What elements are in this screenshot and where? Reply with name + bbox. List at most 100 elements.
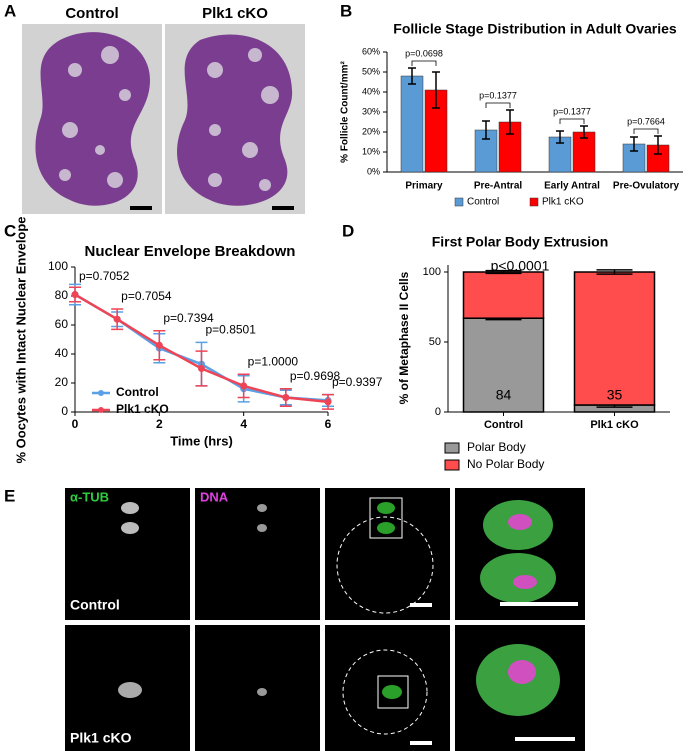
p-value: p=0.8501: [206, 323, 257, 337]
significance-bracket: [559, 118, 585, 124]
x-tick-label: 6: [325, 417, 332, 431]
micrograph: [195, 625, 320, 751]
y-tick-label: 0%: [367, 166, 380, 176]
x-tick-label: Primary: [405, 181, 443, 192]
legend-label: Plk1 cKO: [542, 197, 584, 208]
x-tick-label: 0: [72, 417, 79, 431]
y-tick-label: 80: [55, 288, 69, 302]
image-label: Control: [65, 5, 118, 22]
marker: [155, 341, 163, 349]
marker: [324, 398, 332, 406]
signal: [257, 524, 267, 532]
p-value: p=1.0000: [248, 354, 299, 368]
error-bar: [432, 71, 440, 109]
legend-label: Plk1 cKO: [116, 402, 169, 416]
p-value: p=0.7664: [627, 116, 665, 126]
error-bar: [485, 269, 522, 275]
follicles: [59, 46, 279, 191]
panel-label: A: [4, 1, 16, 20]
significance-bracket: [633, 128, 659, 134]
legend-marker: [98, 390, 104, 396]
y-tick-label: 60: [55, 317, 69, 331]
row-label: Plk1 cKO: [70, 730, 132, 746]
y-tick-label: 50: [429, 336, 441, 348]
marker: [71, 291, 79, 299]
error-bar: [408, 67, 416, 85]
p-value: p=0.7054: [121, 289, 172, 303]
legend-swatch: [444, 459, 460, 471]
scale-bar: [410, 603, 432, 607]
y-axis-title: % Oocytes with Intact Nuclear Envelope: [13, 216, 28, 463]
y-tick-label: 30%: [362, 106, 380, 116]
scale-bar: [515, 737, 575, 741]
p-value: p=0.1377: [479, 90, 517, 100]
chart-title: Nuclear Envelope Breakdown: [85, 243, 296, 260]
signal: [121, 502, 139, 514]
scale-bar: [130, 206, 152, 210]
error-bar: [596, 269, 633, 275]
bar-segment: [462, 317, 545, 413]
legend-swatch: [529, 197, 539, 207]
y-tick-label: 100: [48, 259, 68, 273]
signal: [513, 575, 537, 589]
x-tick-label: Pre-Antral: [474, 181, 523, 192]
error-bar: [506, 109, 514, 135]
x-tick-label: Pre-Ovulatory: [613, 181, 680, 192]
chart-subtitle: p<0.0001: [491, 258, 550, 274]
chart-title: First Polar Body Extrusion: [432, 234, 609, 250]
signal: [377, 522, 395, 534]
y-tick-label: 0: [435, 406, 441, 418]
panel-label: E: [4, 486, 15, 505]
x-tick-label: Plk1 cKO: [590, 419, 639, 431]
bar-segment: [573, 271, 656, 406]
p-value: p=0.9698: [290, 369, 341, 383]
signal: [382, 685, 402, 699]
y-tick-label: 40: [55, 346, 69, 360]
x-tick-label: 2: [156, 417, 163, 431]
y-tick-label: 40%: [362, 86, 380, 96]
zoom-box: [369, 497, 403, 539]
x-tick-label: 4: [240, 417, 247, 431]
row-label: Control: [70, 597, 120, 613]
p-value: p=0.9397: [332, 375, 383, 389]
y-tick-label: 60%: [362, 46, 380, 56]
panel-a: Control Plk1 cKO: [22, 5, 305, 214]
legend-label: Control: [467, 197, 499, 208]
y-tick-label: 20: [55, 375, 69, 389]
p-value: p=0.7394: [163, 311, 214, 325]
error-bar: [556, 130, 564, 144]
legend-swatch: [444, 442, 460, 454]
signal: [508, 660, 536, 684]
legend-swatch: [454, 197, 464, 207]
y-axis-title: % of Metaphase II Cells: [397, 271, 411, 404]
n-label: 84: [496, 387, 512, 403]
marker: [113, 315, 121, 323]
legend-label: Polar Body: [467, 440, 526, 454]
micrograph: [195, 488, 320, 620]
p-value: p=0.0698: [405, 48, 443, 58]
y-tick-label: 0: [61, 404, 68, 418]
zoom-box: [377, 675, 409, 709]
scale-bar: [410, 741, 432, 745]
scale-bar: [500, 602, 578, 606]
significance-bracket: [411, 60, 437, 66]
x-axis-title: Time (hrs): [170, 433, 233, 448]
x-tick-label: Control: [484, 419, 523, 431]
y-tick-label: 50%: [362, 66, 380, 76]
panel-label: B: [340, 1, 352, 20]
error-bar: [482, 120, 490, 140]
significance-bracket: [485, 102, 511, 108]
y-tick-label: 100: [423, 266, 441, 278]
error-bar: [580, 125, 588, 139]
p-value: p=0.1377: [553, 106, 591, 116]
y-axis-title: % Follicle Count/mm²: [340, 60, 351, 162]
signal: [118, 682, 142, 698]
ovary-section: [35, 32, 151, 206]
y-tick-label: 10%: [362, 146, 380, 156]
signal: [508, 514, 532, 530]
panel-e: α-TUB DNA Control Plk1 cKO: [65, 488, 585, 751]
signal: [257, 504, 267, 512]
image-label: Plk1 cKO: [202, 5, 268, 22]
p-value: p=0.7052: [79, 269, 130, 283]
